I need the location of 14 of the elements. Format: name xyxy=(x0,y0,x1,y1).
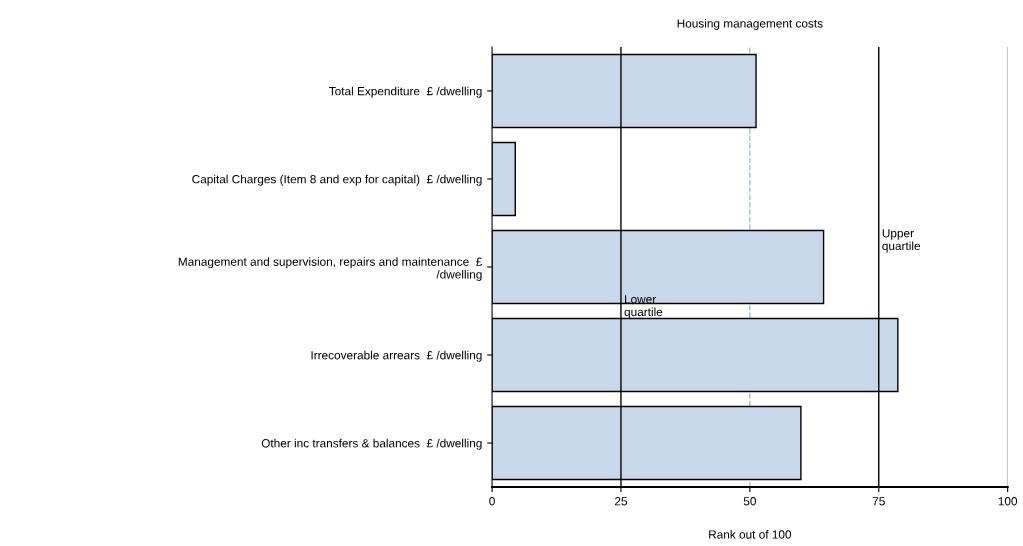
y-tick-label: Capital Charges (Item 8 and exp for capital) £ /dwelling xyxy=(192,174,482,186)
chart-title: Housing management costs xyxy=(677,18,823,30)
ref-line-label: Upper quartile xyxy=(882,229,921,253)
y-tick-label: Irrecoverable arrears £ /dwelling xyxy=(311,350,482,362)
x-tick-label: 75 xyxy=(872,497,885,506)
y-tick-label: Management and supervision, repairs and maintenance £ /dwelling xyxy=(178,257,483,281)
x-axis-title: Rank out of 100 xyxy=(709,529,792,539)
x-tick-label: 50 xyxy=(743,497,756,506)
x-tick-label: 25 xyxy=(614,497,628,506)
x-tick-label: 0 xyxy=(489,497,495,506)
x-tick-label: 100 xyxy=(998,497,1018,506)
ref-line-label: Lower quartile xyxy=(624,295,663,319)
y-tick-label: Other inc transfers & balances £ /dwelling xyxy=(261,438,482,450)
y-tick-label: Total Expenditure £ /dwelling xyxy=(329,86,482,98)
